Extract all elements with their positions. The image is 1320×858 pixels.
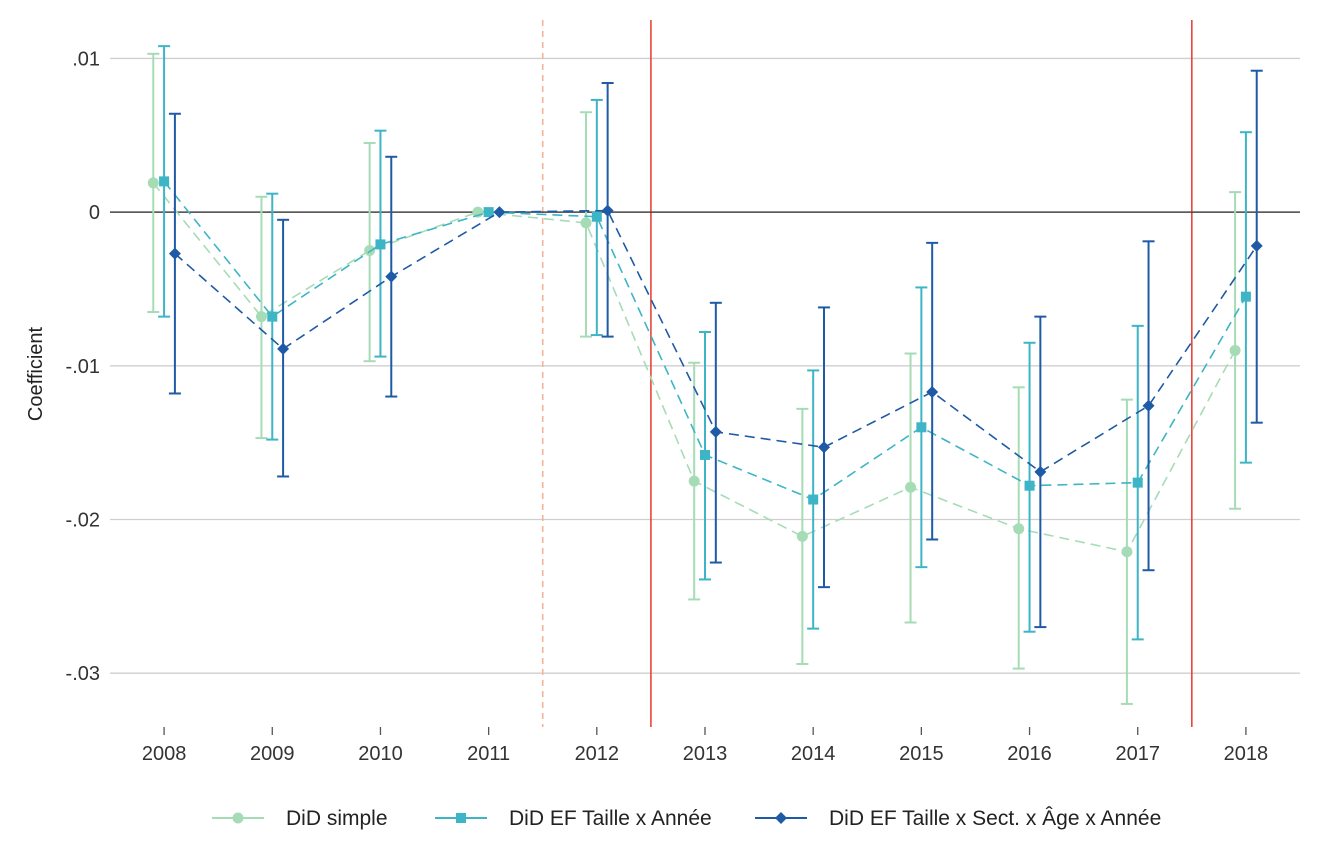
data-point	[375, 239, 386, 250]
data-point	[580, 217, 592, 229]
data-point	[147, 177, 159, 189]
data-point	[1013, 523, 1025, 535]
data-point	[1229, 344, 1241, 356]
data-point	[1024, 480, 1035, 491]
data-point	[1121, 546, 1133, 558]
legend-label: DiD EF Taille x Sect. x Âge x Année	[829, 807, 1161, 830]
y-axis-ticks: .01 0 -.01 -.02 -.03	[66, 48, 100, 685]
data-point	[493, 206, 506, 219]
y-axis-title: Coefficient	[25, 326, 47, 421]
x-tick-label: 2011	[467, 743, 510, 765]
data-point	[916, 422, 927, 433]
data-point	[591, 211, 602, 222]
x-tick-label: 2017	[1115, 743, 1160, 765]
y-tick-label: -.02	[66, 510, 100, 532]
x-tick-label: 2008	[142, 743, 187, 765]
data-point	[385, 270, 398, 283]
x-tick-label: 2010	[358, 743, 403, 765]
x-tick-label: 2016	[1007, 743, 1052, 765]
x-tick-label: 2009	[250, 743, 295, 765]
series	[168, 69, 1263, 629]
data-point	[277, 342, 290, 355]
data-point	[483, 207, 494, 218]
legend-label: DiD EF Taille x Année	[509, 807, 712, 830]
data-point	[159, 176, 170, 187]
data-point	[232, 812, 244, 824]
data-point	[775, 812, 787, 824]
data-point	[1240, 291, 1251, 302]
data-point	[688, 475, 700, 487]
data-point	[1034, 465, 1047, 478]
x-tick-label: 2015	[899, 743, 944, 765]
y-tick-label: 0	[89, 202, 100, 224]
legend: DiD simple DiD EF Taille x Année DiD EF Ta…	[212, 807, 1161, 830]
y-tick-label: .01	[72, 48, 100, 70]
data-point	[456, 813, 466, 823]
series	[158, 45, 1252, 641]
data-point	[808, 494, 819, 505]
data-point	[905, 481, 917, 493]
x-tick-label: 2018	[1224, 743, 1269, 765]
x-tick-label: 2013	[683, 743, 728, 765]
series-layer	[147, 45, 1263, 705]
reference-lines	[110, 20, 1300, 727]
data-point	[796, 530, 808, 542]
x-tick-label: 2014	[791, 743, 836, 765]
data-point	[364, 245, 376, 257]
y-tick-label: -.01	[66, 356, 100, 378]
x-tick-label: 2012	[575, 743, 620, 765]
y-tick-label: -.03	[66, 663, 100, 685]
data-point	[926, 385, 939, 398]
data-point	[1132, 477, 1143, 488]
data-point	[267, 311, 278, 322]
data-point	[255, 311, 267, 323]
data-point	[1250, 239, 1263, 252]
data-point	[1142, 399, 1155, 412]
series	[147, 52, 1242, 705]
data-point	[818, 441, 830, 454]
data-point	[601, 204, 614, 217]
data-point	[709, 425, 722, 438]
data-point	[700, 449, 710, 460]
legend-label: DiD simple	[286, 807, 388, 830]
data-point	[168, 247, 181, 260]
x-axis-ticks: 2008 2009 2010 2011 2012 2013 2014 2015 2016 2017…	[142, 727, 1268, 765]
